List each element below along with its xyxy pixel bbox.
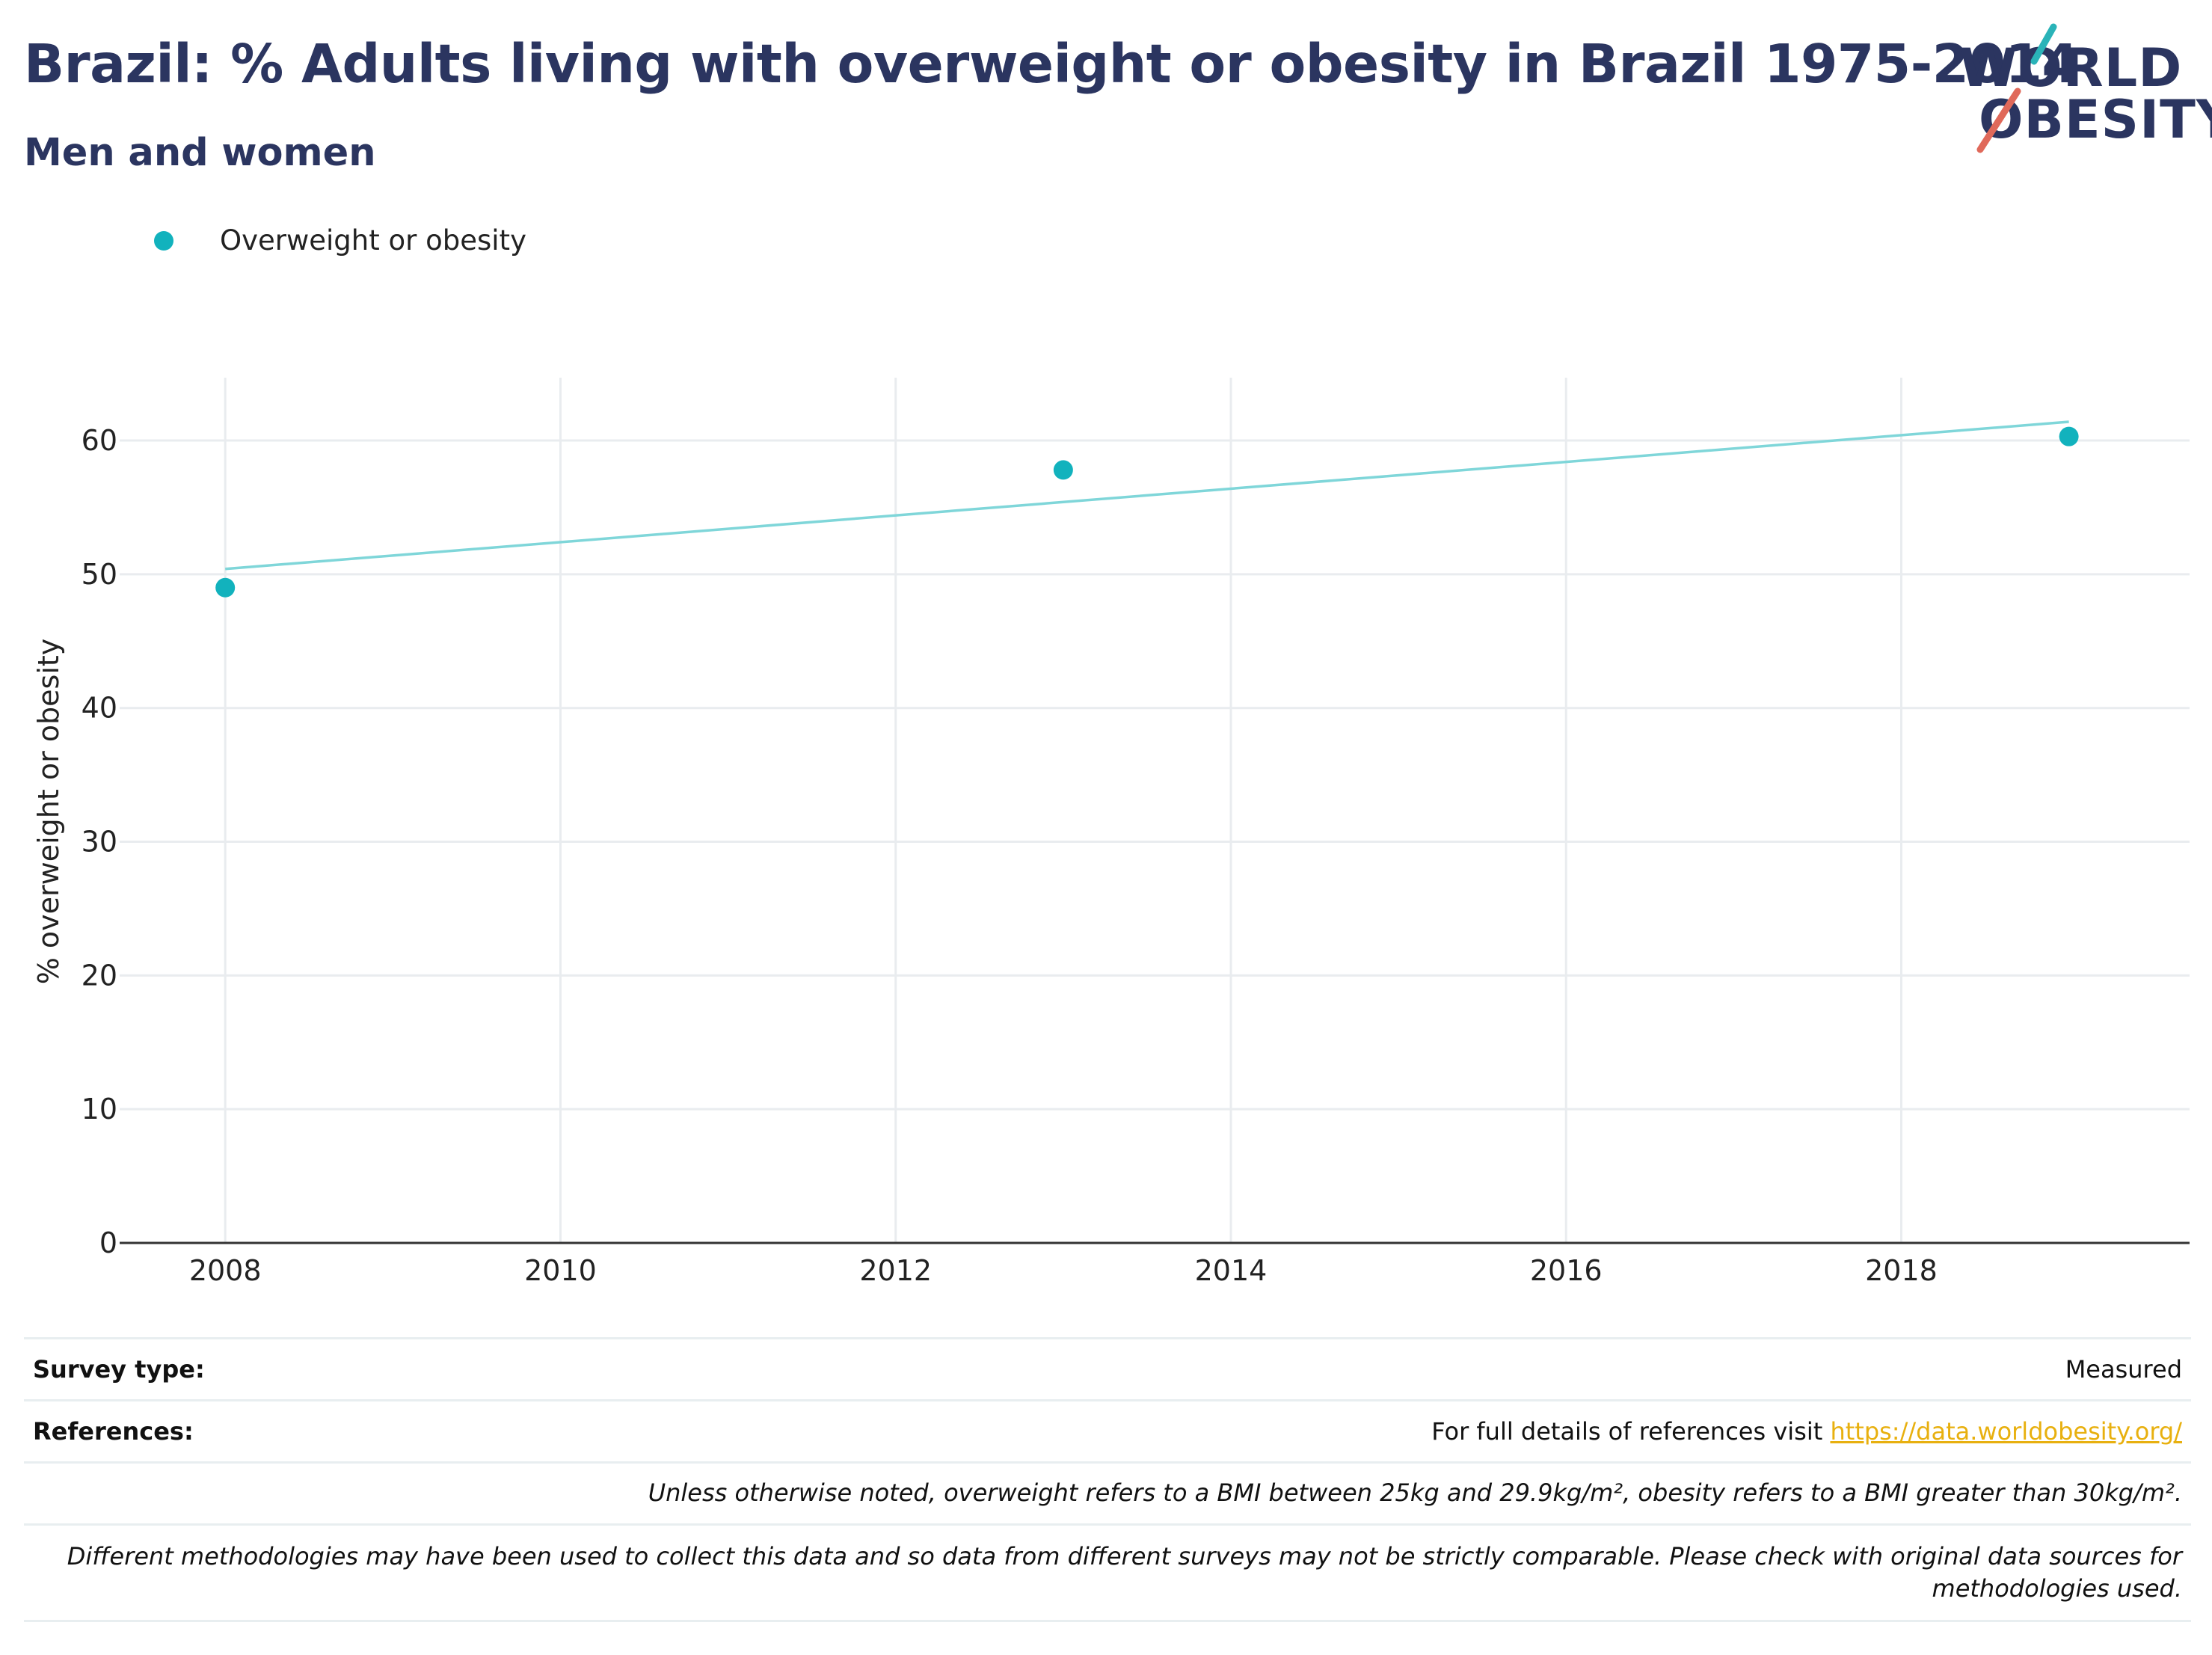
x-tick-label: 2010 (524, 1254, 597, 1287)
references-label: References: (33, 1417, 194, 1446)
trendline-layer (225, 420, 2069, 571)
trendline (225, 420, 2069, 571)
references-text: For full details of references visit (1431, 1417, 1823, 1446)
x-tick-label: 2012 (859, 1254, 932, 1287)
footer-row-references: References: For full details of referenc… (24, 1399, 2191, 1461)
x-tick-label: 2008 (189, 1254, 262, 1287)
data-point (2059, 426, 2079, 446)
survey-type-label: Survey type: (33, 1355, 205, 1384)
grid-lines (120, 378, 2190, 1243)
chart-legend: Overweight or obesity (154, 224, 526, 257)
chart-subtitle: Men and women (24, 131, 376, 175)
chart-canvas: 2008 2010 2012 2014 2016 2018 0 10 20 30 40 50 60 % … (32, 378, 2190, 1287)
bmi-note: Unless otherwise noted, overweight refer… (648, 1479, 2182, 1508)
y-tick-label: 10 (82, 1093, 117, 1126)
y-axis-label: % overweight or obesity (32, 639, 65, 985)
logo-word-obesity: OBESITY (1979, 89, 2212, 150)
data-point (215, 577, 236, 598)
y-tick-label: 50 (82, 558, 117, 591)
x-tick-label: 2018 (1865, 1254, 1938, 1287)
footer-row-bmi-note: Unless otherwise noted, overweight refer… (24, 1461, 2191, 1523)
survey-type-value: Measured (2065, 1355, 2182, 1384)
methods-note: Different methodologies may have been us… (67, 1541, 2182, 1603)
logo-word-world: WORLD (1959, 37, 2183, 99)
x-tick-label: 2014 (1195, 1254, 1268, 1287)
footer-row-survey-type: Survey type: Measured (24, 1337, 2191, 1399)
x-tick-label: 2016 (1530, 1254, 1603, 1287)
y-tick-label: 40 (82, 692, 117, 725)
legend-marker (154, 230, 173, 251)
y-tick-label: 20 (82, 959, 117, 992)
references-value: For full details of references visit htt… (1431, 1417, 2182, 1446)
chart-title: Brazil: % Adults living with overweight … (24, 33, 2079, 95)
y-tick-label: 60 (82, 424, 117, 457)
world-obesity-logo: WORLD OBESITY (1952, 22, 2212, 157)
legend-label: Overweight or obesity (220, 224, 526, 257)
footer-row-methods-note: Different methodologies may have been us… (24, 1523, 2191, 1622)
data-points (215, 426, 2079, 598)
references-link[interactable]: https://data.worldobesity.org/ (1830, 1417, 2182, 1446)
footer-table: Survey type: Measured References: For fu… (24, 1337, 2191, 1622)
y-tick-label: 30 (82, 826, 117, 859)
y-tick-label: 0 (99, 1226, 117, 1259)
axes: 2008 2010 2012 2014 2016 2018 0 10 20 30 40 50 60 (82, 424, 2190, 1287)
data-point (1053, 460, 1073, 480)
logo-slash-icon (1976, 23, 2057, 153)
